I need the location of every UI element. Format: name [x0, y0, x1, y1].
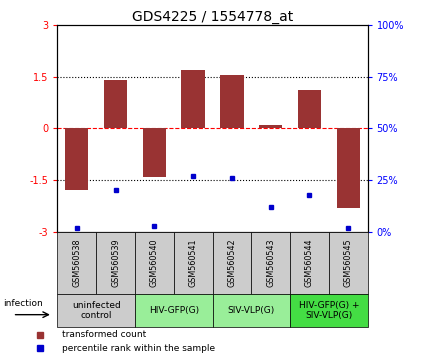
- Bar: [143, 129, 166, 177]
- Bar: [135, 294, 212, 327]
- Title: GDS4225 / 1554778_at: GDS4225 / 1554778_at: [132, 10, 293, 24]
- Bar: [298, 90, 321, 129]
- Bar: [329, 232, 368, 294]
- Text: GSM560538: GSM560538: [72, 239, 81, 287]
- Text: GSM560541: GSM560541: [189, 239, 198, 287]
- Bar: [251, 232, 290, 294]
- Bar: [135, 232, 174, 294]
- Bar: [290, 232, 329, 294]
- Bar: [212, 294, 290, 327]
- Text: percentile rank within the sample: percentile rank within the sample: [62, 344, 215, 353]
- Bar: [220, 75, 244, 129]
- Text: GSM560539: GSM560539: [111, 239, 120, 287]
- Text: uninfected
control: uninfected control: [72, 301, 121, 320]
- Text: GSM560545: GSM560545: [344, 239, 353, 287]
- Bar: [174, 232, 212, 294]
- Text: HIV-GFP(G): HIV-GFP(G): [149, 306, 199, 315]
- Text: infection: infection: [3, 299, 42, 308]
- Text: GSM560542: GSM560542: [227, 239, 236, 287]
- Bar: [259, 125, 282, 129]
- Text: GSM560544: GSM560544: [305, 239, 314, 287]
- Bar: [290, 294, 368, 327]
- Bar: [96, 232, 135, 294]
- Text: SIV-VLP(G): SIV-VLP(G): [228, 306, 275, 315]
- Bar: [57, 232, 96, 294]
- Text: GSM560540: GSM560540: [150, 239, 159, 287]
- Text: transformed count: transformed count: [62, 330, 147, 339]
- Bar: [337, 129, 360, 208]
- Bar: [181, 70, 205, 129]
- Bar: [65, 129, 88, 190]
- Text: GSM560543: GSM560543: [266, 239, 275, 287]
- Text: HIV-GFP(G) +
SIV-VLP(G): HIV-GFP(G) + SIV-VLP(G): [299, 301, 359, 320]
- Bar: [212, 232, 251, 294]
- Bar: [104, 80, 127, 129]
- Bar: [57, 294, 135, 327]
